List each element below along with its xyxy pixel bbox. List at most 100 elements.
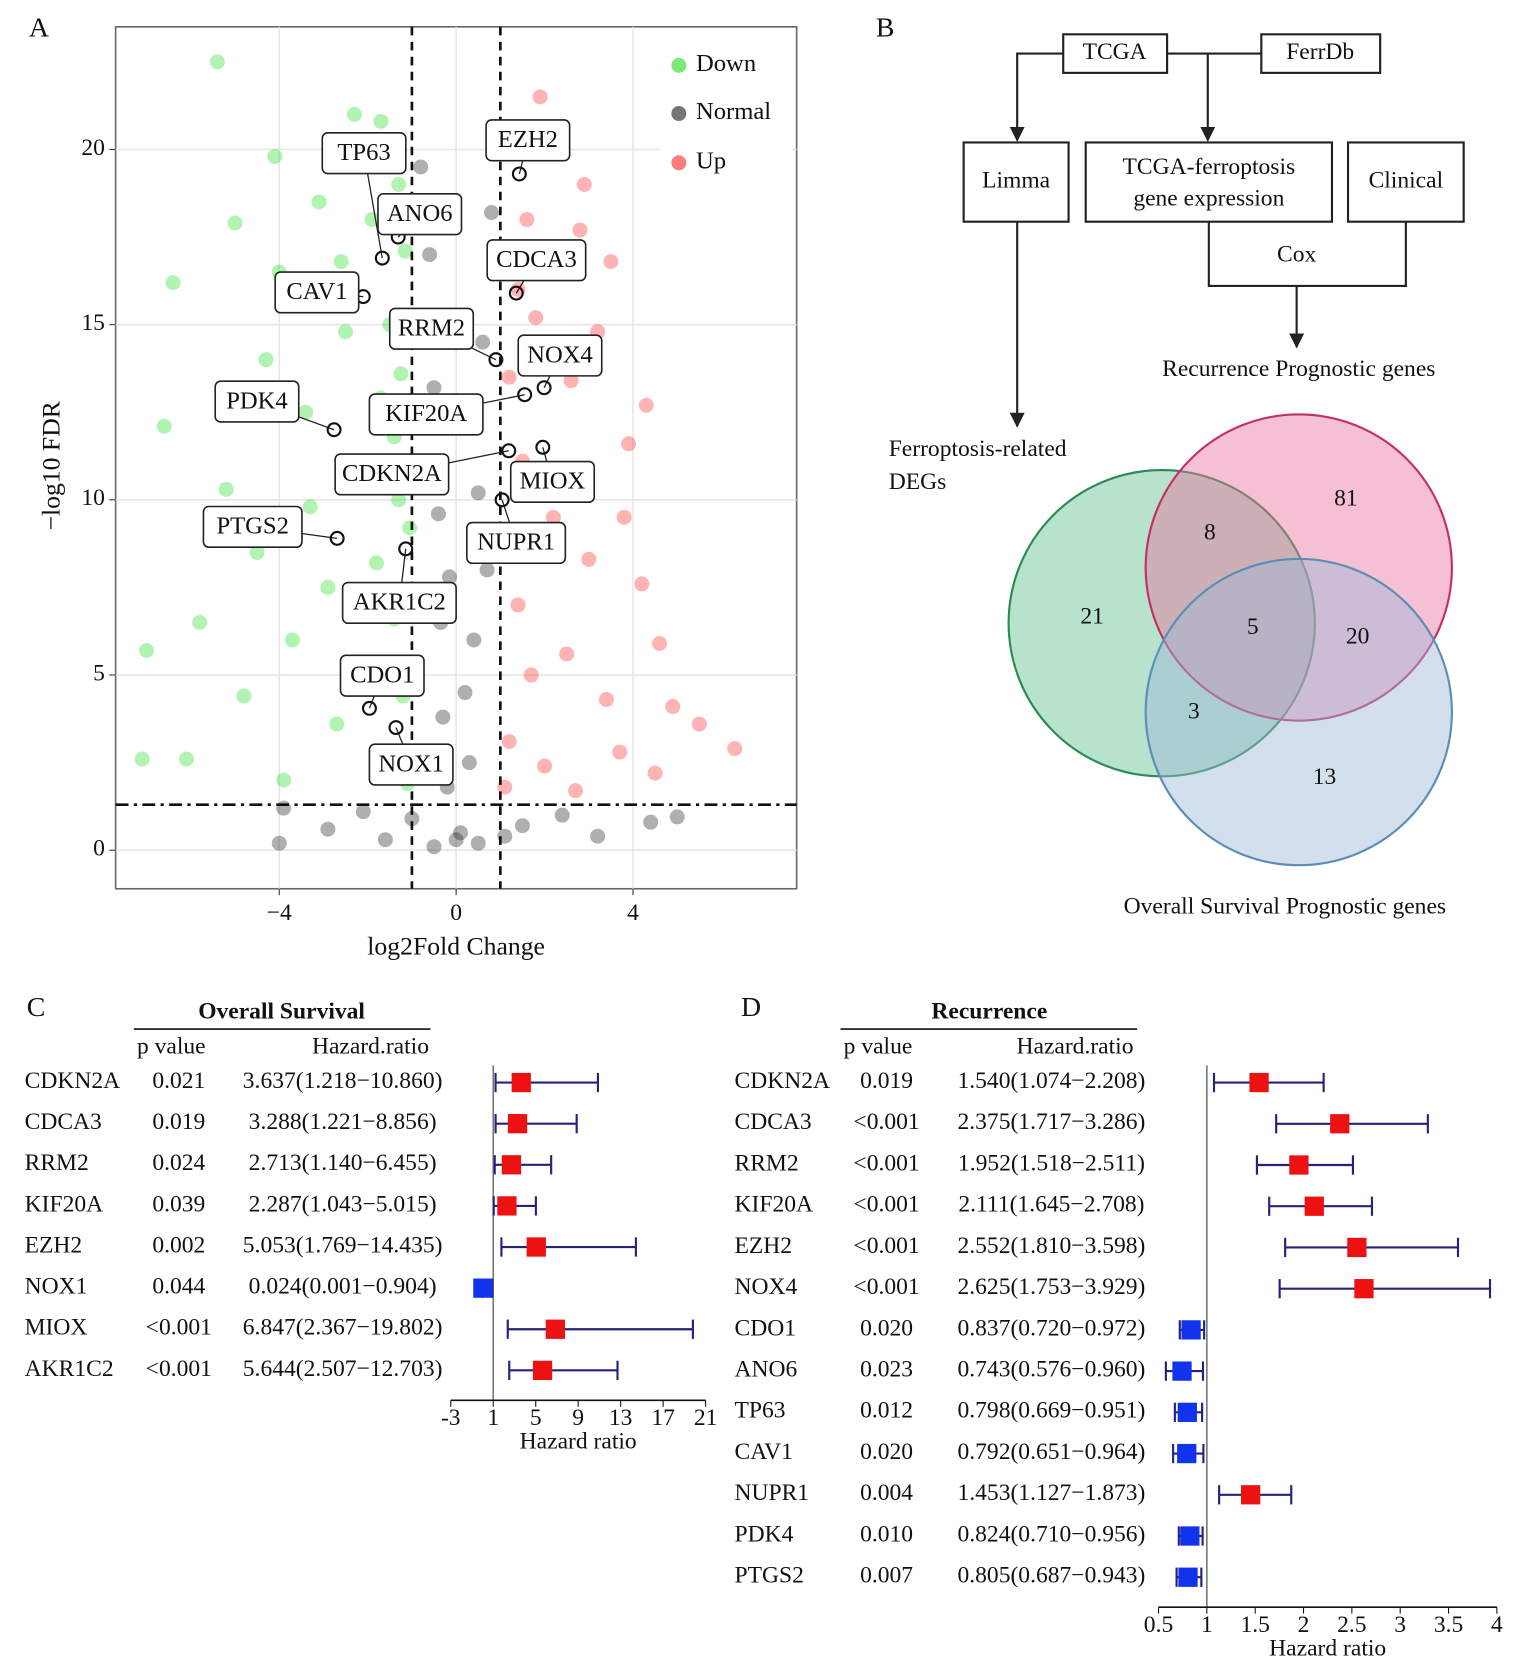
point [393,366,409,382]
x-tick-label: 0.5 [1144,1612,1173,1638]
x-tick-label: 5 [530,1405,542,1431]
label-box [388,307,475,350]
point [470,485,486,501]
point [218,481,234,497]
node-label: Cox [1277,241,1316,267]
node-label: FerrDb [1286,39,1354,65]
region-count: 21 [1080,603,1104,629]
point [333,254,349,270]
node-label: TCGA [1083,39,1147,65]
region-count: 13 [1313,764,1337,790]
point [621,436,637,452]
hr-point [1330,1114,1350,1134]
point [320,821,336,837]
x-tick-label: 17 [651,1405,675,1431]
flowchart [962,33,1465,428]
region-count: 8 [1204,520,1216,546]
label-box [341,581,457,625]
point [652,635,668,651]
point [302,499,318,515]
labeled-point [511,166,527,182]
point [501,369,517,385]
label-box [334,453,450,496]
p-value: 0.039 [152,1191,205,1217]
panel-label: B [876,12,895,43]
label-box [368,743,454,786]
region-count: 5 [1247,614,1259,640]
x-tick-label: 3 [1394,1612,1406,1638]
p-value: 0.019 [152,1109,205,1135]
point [603,254,619,270]
p-value: <0.001 [853,1233,919,1259]
hazard-ratio: 0.792(0.651−0.964) [957,1439,1145,1465]
gene-label: PDK4 [226,387,288,414]
arrow [1167,52,1262,141]
label-box [466,521,567,565]
point [397,243,413,259]
arrow [1207,221,1407,347]
point [590,828,606,844]
point [647,765,663,781]
point [563,373,579,389]
legend-label: Down [696,50,756,77]
region-count: 3 [1188,699,1200,725]
y-tick-label: 0 [93,836,105,862]
gene-label: EZH2 [498,126,558,153]
point [638,397,654,413]
label-box [377,193,463,236]
point [285,632,301,648]
labeled-point [488,352,504,368]
gene-label: NOX1 [378,750,444,777]
point [537,758,553,774]
gene-label: KIF20A [385,400,467,427]
hr-point [1172,1361,1192,1381]
label-box [321,132,407,175]
x-axis-title: log2Fold Change [367,932,545,961]
gene-label: AKR1C2 [353,589,446,616]
node-label: Clinical [1369,167,1444,193]
x-tick-label: 3.5 [1434,1612,1463,1638]
gene-name: RRM2 [25,1150,89,1176]
region-count: 20 [1346,624,1370,650]
label-box [485,119,571,162]
y-tick-label: 15 [81,310,105,336]
gene-label: CAV1 [286,278,347,305]
gene-label: CDKN2A [342,460,442,487]
p-value: 0.021 [152,1068,205,1094]
hr-point [526,1237,546,1257]
gene-name: CDKN2A [735,1068,831,1094]
legend-swatch [671,155,687,171]
label-box [202,505,303,548]
legend-label: Normal [696,98,771,125]
venn-set [1144,557,1453,867]
hr-point [1289,1155,1309,1175]
y-axis-title: −log10 FDR [36,400,65,530]
point [484,205,499,221]
y-tick-label: 5 [93,660,105,686]
gene-name: ANO6 [735,1357,798,1383]
legend-label: Up [696,147,726,174]
y-tick-label: 10 [81,485,105,511]
gene-name: CDCA3 [735,1109,812,1135]
point [320,579,336,595]
gene-name: NOX1 [25,1274,88,1300]
point [276,800,292,816]
hazard-ratio: 2.713(1.140−6.455) [249,1150,437,1176]
hr-point [473,1278,493,1298]
point [612,744,628,760]
point [691,716,707,732]
labeled-point [388,720,404,736]
point [329,716,345,732]
label-box [486,239,587,282]
p-value: 0.044 [152,1274,205,1300]
gene-name: PTGS2 [735,1563,804,1589]
hazard-ratio: 0.824(0.710−0.956) [957,1521,1145,1547]
hazard-ratio: 2.625(1.753−3.929) [957,1274,1145,1300]
point [271,835,287,851]
point [532,89,548,105]
hr-point [1249,1072,1269,1093]
hr-point [545,1319,565,1339]
column-header: p value [137,1034,206,1060]
point [391,176,407,192]
x-tick-label: 21 [694,1405,718,1431]
